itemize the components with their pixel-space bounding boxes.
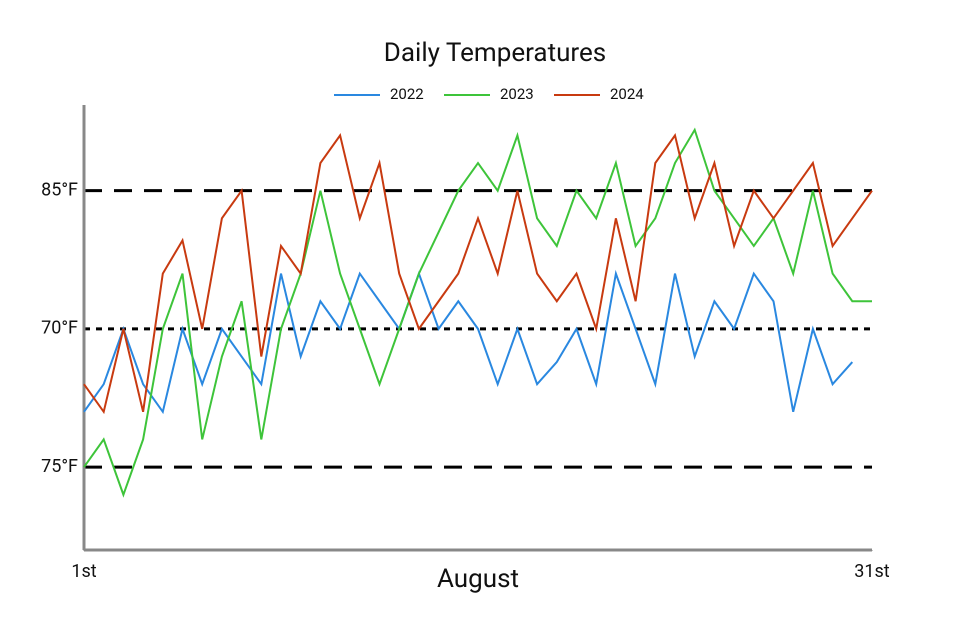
series-line (83, 133, 873, 415)
chart-title: Daily Temperatures (384, 38, 606, 68)
legend-label: 2022 (390, 85, 424, 103)
legend-label: 2024 (610, 85, 644, 103)
x-tick-label: 1st (71, 561, 96, 582)
x-tick-label: 31st (854, 561, 890, 582)
series-line (83, 127, 872, 498)
y-tick-label: 75°F (41, 456, 78, 477)
y-tick-label: 70°F (41, 318, 78, 339)
legend-label: 2023 (500, 85, 534, 103)
x-axis-label: August (437, 564, 519, 594)
y-tick-label: 85°F (41, 179, 78, 200)
series-line (83, 269, 854, 415)
